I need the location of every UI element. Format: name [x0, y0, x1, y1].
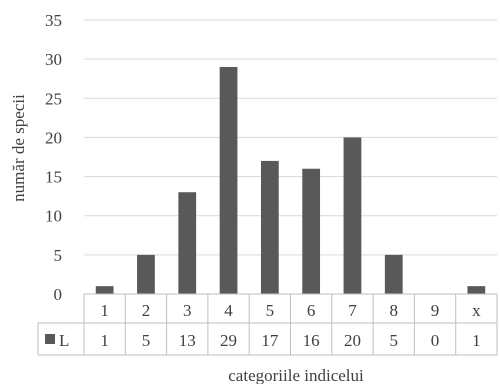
data-label: 5 [142, 331, 151, 350]
y-tick-label: 25 [45, 89, 62, 108]
x-tick-label: 2 [142, 301, 151, 320]
data-label: 16 [303, 331, 320, 350]
y-tick-label: 5 [54, 246, 63, 265]
bar [219, 66, 238, 294]
bar [343, 137, 362, 294]
legend-label: L [59, 331, 69, 350]
x-tick-label: 7 [348, 301, 357, 320]
bar [260, 160, 279, 294]
legend-swatch [45, 334, 55, 344]
bar [178, 192, 197, 294]
bar [384, 254, 403, 294]
y-tick-label: 20 [45, 128, 62, 147]
data-table: 1 1 2 5 3 13 4 29 5 17 6 16 7 20 8 5 9 0 x 1 L [37, 293, 498, 356]
data-label: 1 [472, 331, 481, 350]
data-label: 20 [344, 331, 361, 350]
x-tick-label: 8 [390, 301, 399, 320]
y-axis-title: număr de specii [9, 94, 28, 202]
bar [137, 254, 155, 294]
x-tick-label: 6 [307, 301, 316, 320]
x-tick-label: 3 [183, 301, 192, 320]
x-tick-label: 4 [224, 301, 233, 320]
bar [467, 286, 486, 294]
y-tick-label: 15 [45, 168, 62, 187]
data-label: 0 [431, 331, 440, 350]
y-tick-label: 0 [54, 285, 63, 304]
y-axis-ticks: 0 5 10 15 20 25 30 35 [45, 11, 62, 304]
data-label: 1 [100, 331, 109, 350]
x-tick-label: 1 [100, 301, 109, 320]
x-axis-title: categoriile indicelui [228, 366, 364, 384]
bar [302, 168, 321, 294]
data-label: 29 [220, 331, 237, 350]
y-tick-label: 10 [45, 207, 62, 226]
x-tick-label: 9 [431, 301, 440, 320]
gridlines [84, 19, 497, 295]
y-tick-label: 35 [45, 11, 62, 30]
x-tick-label: 5 [266, 301, 275, 320]
y-tick-label: 30 [45, 50, 62, 69]
x-tick-label: x [472, 301, 481, 320]
data-label: 5 [390, 331, 399, 350]
bar [95, 286, 114, 294]
data-label: 17 [261, 331, 279, 350]
data-label: 13 [179, 331, 196, 350]
bars [95, 66, 486, 294]
